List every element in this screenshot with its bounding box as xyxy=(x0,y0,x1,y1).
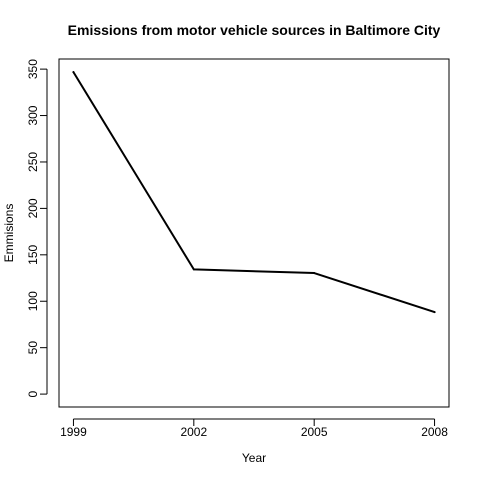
plot-area-frame xyxy=(58,58,450,408)
data-point xyxy=(313,272,316,275)
series-layer xyxy=(72,71,436,314)
y-axis-label: Emmisions xyxy=(2,204,16,263)
x-axis-label: Year xyxy=(242,451,266,465)
data-point xyxy=(72,71,75,74)
x-tick-label: 2005 xyxy=(301,425,328,439)
x-tick-label: 1999 xyxy=(60,425,87,439)
y-tick-label: 250 xyxy=(26,152,40,172)
x-tick-label: 2008 xyxy=(421,425,448,439)
data-point xyxy=(192,268,195,271)
y-axis: 0 50 100 150 200 250 300 350 xyxy=(26,59,48,397)
y-tick-label: 50 xyxy=(26,341,40,355)
y-tick-label: 200 xyxy=(26,198,40,218)
y-tick-label: 0 xyxy=(26,390,40,397)
x-tick-label: 2002 xyxy=(180,425,207,439)
chart-title: Emissions from motor vehicle sources in … xyxy=(68,22,441,38)
x-axis: 1999 2002 2005 2008 xyxy=(60,418,448,439)
data-point xyxy=(433,311,436,314)
y-tick-label: 100 xyxy=(26,291,40,311)
y-tick-label: 350 xyxy=(26,59,40,79)
y-tick-label: 300 xyxy=(26,105,40,125)
series-line xyxy=(72,71,436,314)
y-tick-label: 150 xyxy=(26,244,40,264)
